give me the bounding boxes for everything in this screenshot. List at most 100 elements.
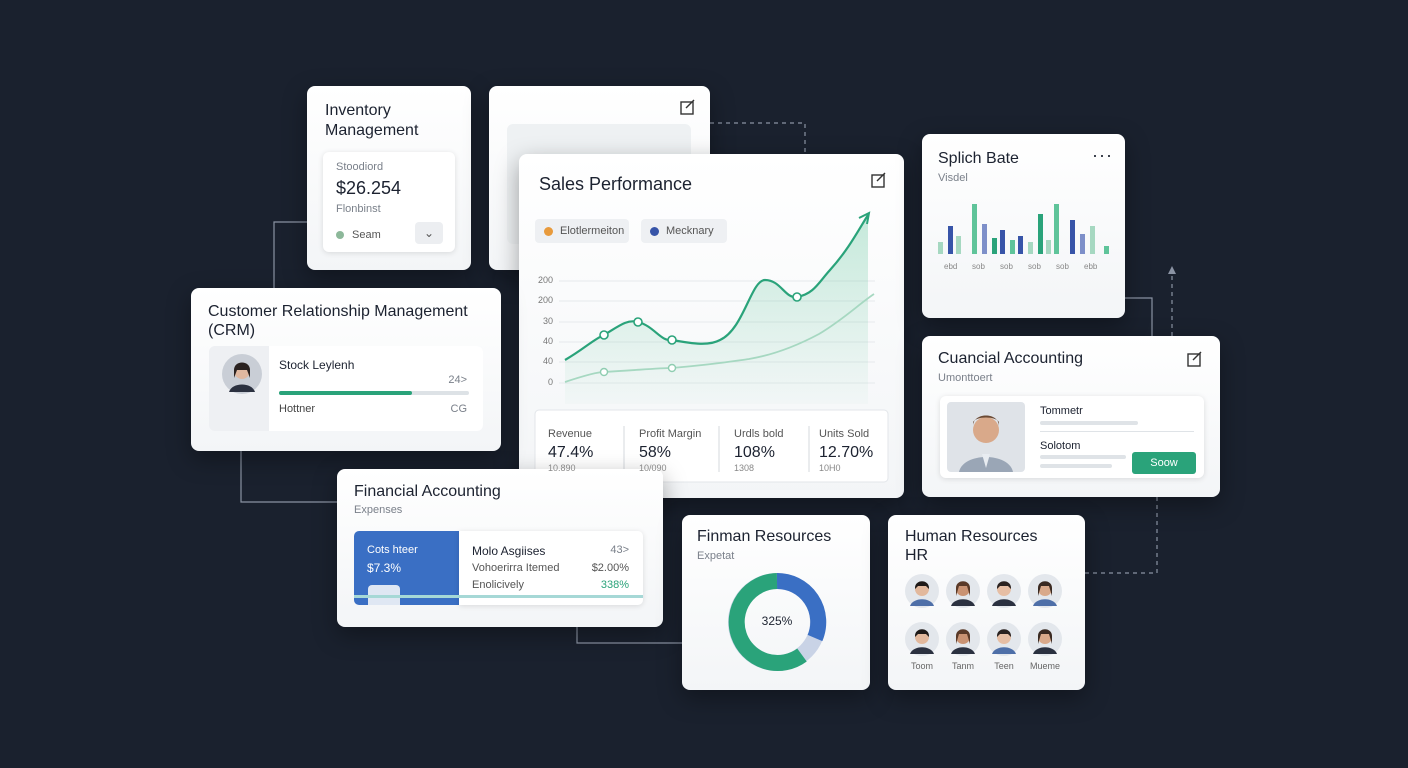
legend-label: Elotlermeiton [560, 225, 625, 237]
line [564, 214, 869, 361]
inventory-panel: Stoodiord $26.254 Flonbinst Seam ⌄ [323, 152, 455, 252]
dropdown[interactable]: ⌄ [415, 222, 443, 244]
mini-bars [938, 204, 1109, 254]
arrow-head [858, 211, 871, 225]
connector [710, 122, 806, 154]
avatar [1028, 574, 1062, 608]
detail-panel: Molo Asgiises 43> Vohoerirra Itemed $2.0… [459, 531, 643, 605]
connector [273, 221, 307, 288]
metric-value: 47.4% [548, 444, 594, 461]
arrow-head [1168, 266, 1176, 274]
area [565, 215, 868, 404]
summary-box: Cots hteer $7.3% [354, 531, 459, 605]
bar [1040, 464, 1112, 468]
bar-label: sob [1056, 262, 1069, 271]
legend-swatch [650, 227, 659, 236]
avatar [946, 574, 980, 608]
inventory-card: Inventory Management Stoodiord $26.254 F… [307, 86, 471, 270]
heading-value: 43> [610, 544, 629, 556]
sublabel: Flonbinst [336, 203, 381, 215]
box-title: Cots hteer [367, 544, 418, 556]
card-title: Sales Performance [539, 174, 693, 194]
status: Seam [352, 229, 381, 241]
card-title: Human Resources [905, 528, 1038, 545]
role: Hottner [279, 403, 316, 415]
connector [1125, 297, 1153, 336]
metric-label: Units Sold [819, 428, 870, 440]
box-value: $7.3% [367, 561, 402, 575]
metric-sub: 10.890 [548, 463, 576, 473]
financial-card: Financial Accounting Expenses Cots hteer… [337, 469, 663, 627]
avatar-label: Mueme [1029, 661, 1060, 671]
row-label: Vohoerirra Itemed [472, 562, 560, 574]
progress-track [279, 391, 469, 395]
bar-label: sob [972, 262, 985, 271]
crm-panel: Stock Leylenh 24> Hottner CG [209, 346, 483, 431]
avatar [905, 574, 939, 608]
connector [1085, 497, 1158, 574]
metric-label: Revenue [548, 428, 593, 440]
donut-label: 325% [761, 614, 793, 628]
bar [1040, 421, 1138, 425]
y-tick-label: 40 [542, 336, 553, 346]
legend-label: Mecknary [666, 225, 714, 237]
metric-value: 12.70% [819, 444, 874, 461]
avatar-label: Teen [994, 661, 1014, 671]
card-title: Customer Relationship Management (CRM) [208, 303, 468, 339]
legend-swatch [544, 227, 553, 236]
card-title: Financial Accounting [354, 483, 501, 500]
code: CG [450, 403, 468, 415]
cuancial-card: Cuancial Accounting Umonttoert Tommetr S… [922, 336, 1220, 497]
card-title: Finman Resources [697, 528, 832, 545]
amount: $26.254 [336, 178, 402, 198]
heading: Molo Asgiises [472, 544, 546, 558]
metric-sub: 10/090 [639, 463, 667, 473]
bar [1040, 455, 1126, 459]
legend-item: Elotlermeiton [535, 219, 629, 243]
card-title: Splich Bate [938, 150, 1019, 167]
edit-icon[interactable] [680, 99, 696, 115]
avatar [987, 622, 1021, 656]
edit-icon[interactable] [1187, 351, 1203, 367]
bar-label: sob [1000, 262, 1013, 271]
subtitle: Expenses [354, 504, 403, 516]
avatar [1028, 622, 1062, 656]
metric-value: 58% [639, 444, 672, 461]
subtitle: Expetat [697, 550, 735, 562]
crm-detail: Stock Leylenh 24> Hottner CG [269, 346, 483, 431]
metric-sub: 1308 [734, 463, 755, 473]
menu[interactable]: ··· [1092, 145, 1113, 165]
name: Stock Leylenh [279, 358, 355, 372]
accent [354, 595, 643, 598]
y-tick-label: 0 [547, 377, 553, 387]
card-title: Inventory Management [325, 102, 419, 139]
button[interactable]: Soow [1132, 452, 1196, 474]
avatar [222, 354, 262, 394]
row-value: $2.00% [591, 562, 629, 574]
cuancial-panel: Tommetr Solotom Soow [940, 396, 1204, 478]
sales-card: Sales Performance Elotlermeiton Mecknary… [519, 154, 904, 498]
edit-icon[interactable] [871, 172, 887, 188]
role: Solotom [1040, 440, 1081, 452]
donut [728, 572, 827, 671]
finman-card: Finman Resources Expetat 325% [682, 515, 870, 690]
y-tick-label: 200 [537, 295, 553, 305]
bar-label: ebb [1084, 262, 1098, 271]
connector [240, 451, 337, 503]
sales-plot [534, 211, 889, 483]
y-tick-label: 40 [542, 356, 553, 366]
count: 24> [448, 374, 467, 386]
metric-sub: 10H0 [819, 463, 841, 473]
card-title: Cuancial Accounting [938, 350, 1083, 367]
metric-label: Urdls bold [734, 428, 784, 440]
subtitle: Umonttoert [938, 372, 993, 384]
photo [947, 402, 1025, 472]
y-tick-label: 30 [542, 316, 553, 326]
card-subtitle: HR [905, 547, 929, 564]
row-value: 338% [600, 579, 629, 591]
bar-label: sob [1028, 262, 1041, 271]
crm-card: Customer Relationship Management (CRM) S… [191, 288, 501, 451]
divider [1040, 431, 1194, 432]
row-label: Enolicively [472, 579, 524, 591]
